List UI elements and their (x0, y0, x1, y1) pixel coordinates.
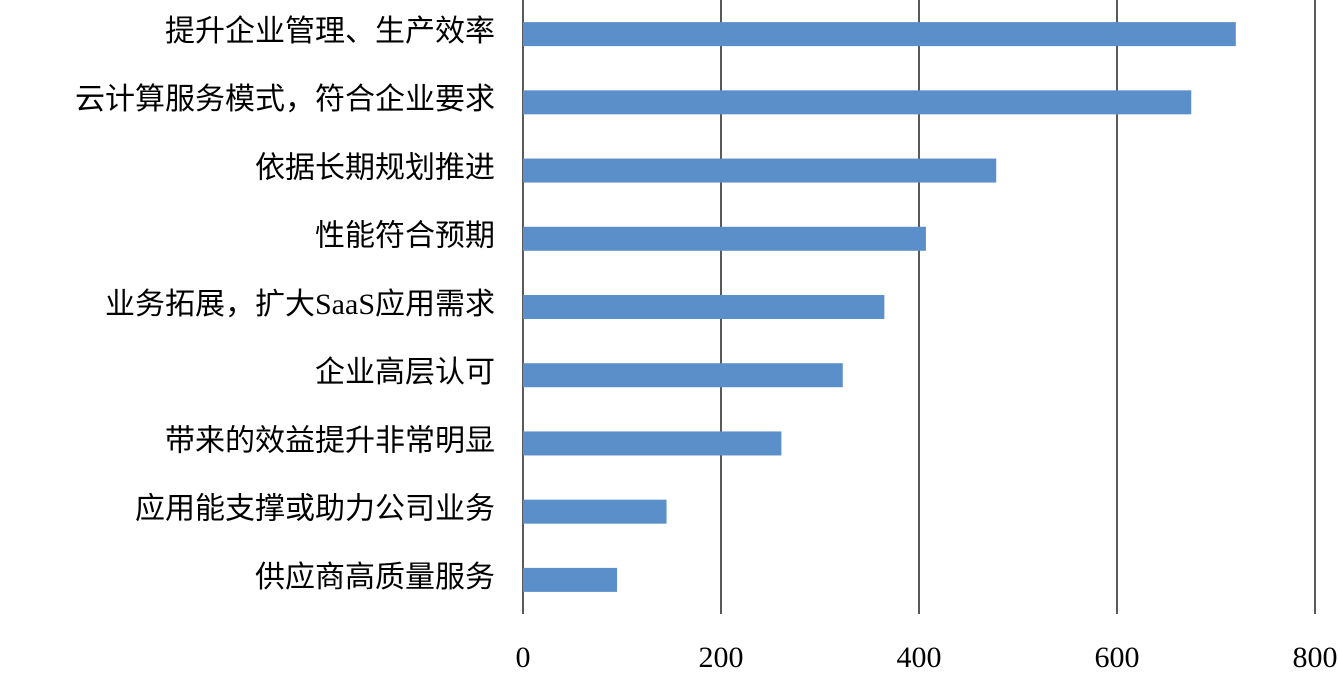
y-tick-label: 依据长期规划推进 (255, 151, 495, 184)
x-tick-label: 600 (1095, 641, 1140, 674)
y-tick-label: 性能符合预期 (315, 220, 495, 253)
bar (523, 567, 618, 592)
bar (523, 22, 1236, 47)
bar (523, 431, 782, 456)
bar (523, 158, 997, 183)
y-tick-label: 云计算服务模式，符合企业要求 (75, 83, 495, 116)
x-tick-label: 0 (516, 641, 531, 674)
y-tick-label: 提升企业管理、生产效率 (165, 15, 495, 48)
bar (523, 90, 1192, 115)
bar (523, 499, 667, 524)
x-tick-label: 200 (699, 641, 744, 674)
y-tick-label: 业务拓展，扩大SaaS应用需求 (105, 288, 495, 321)
bar (523, 226, 926, 251)
bar (523, 295, 885, 319)
x-tick-label: 800 (1293, 641, 1338, 674)
bar (523, 363, 843, 388)
y-tick-label: 应用能支撑或助力公司业务 (135, 493, 495, 526)
y-tick-label: 供应商高质量服务 (255, 561, 495, 594)
y-tick-label: 企业高层认可 (315, 356, 495, 389)
y-tick-label: 带来的效益提升非常明显 (165, 424, 495, 457)
x-tick-label: 400 (897, 641, 942, 674)
